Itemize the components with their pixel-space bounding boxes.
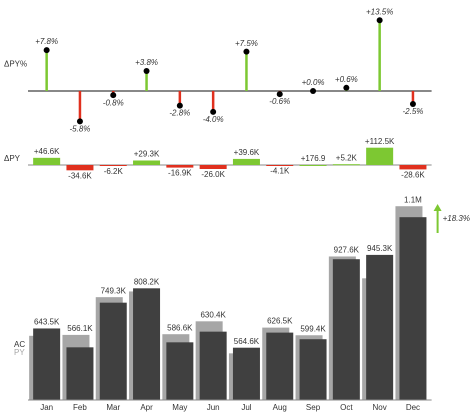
variance-bar <box>299 164 327 166</box>
variance-bar <box>199 165 227 169</box>
value-label: +39.6K <box>234 148 260 157</box>
value-label: 599.4K <box>300 324 326 333</box>
value-label: -28.6K <box>401 171 425 180</box>
ac-bar <box>199 331 227 400</box>
x-tick-label: Dec <box>406 403 420 412</box>
row-label: ΔPY <box>4 154 21 163</box>
ac-bar <box>166 342 194 400</box>
annotation-arrowhead <box>433 204 442 211</box>
value-label: 643.5K <box>34 318 60 327</box>
variance-bar <box>133 160 161 165</box>
variance-bar <box>99 165 127 166</box>
lollipop-dot <box>276 91 283 98</box>
ac-bar <box>399 217 427 400</box>
lollipop-dot <box>76 118 83 125</box>
lollipop-dot <box>376 17 383 24</box>
lollipop-dot <box>110 92 117 99</box>
value-label: 927.6K <box>334 246 360 255</box>
variance-bar <box>366 147 394 165</box>
variance-bar <box>33 157 61 165</box>
x-tick-label: Mar <box>106 403 120 412</box>
value-label: +112.5K <box>365 137 395 146</box>
lollipop-dot <box>210 108 217 115</box>
ac-bar <box>366 254 394 400</box>
x-tick-label: Jan <box>40 403 53 412</box>
ac-bar <box>33 328 61 400</box>
ac-bar <box>299 339 327 400</box>
lollipop-dot <box>176 102 183 109</box>
lollipop-dot <box>409 101 416 108</box>
value-label: -5.8% <box>69 124 90 133</box>
legend-label: PY <box>14 348 25 357</box>
lollipop-dot <box>43 47 50 54</box>
ac-bar <box>66 347 94 400</box>
x-tick-label: May <box>172 403 187 412</box>
value-label: +3.8% <box>135 58 158 67</box>
ac-bar <box>133 288 161 400</box>
value-label: -26.0K <box>201 170 225 179</box>
variance-bar <box>266 165 294 166</box>
value-label: 630.4K <box>200 310 226 319</box>
value-label: +29.3K <box>134 150 160 159</box>
value-label: -4.1K <box>270 167 290 176</box>
ac-bar <box>99 302 127 400</box>
x-tick-label: Nov <box>373 403 387 412</box>
lollipop-dot <box>243 48 250 55</box>
value-label: +176.9 <box>301 154 326 163</box>
ac-bar <box>266 332 294 400</box>
value-label: 808.2K <box>134 277 160 286</box>
value-label: 586.6K <box>167 323 193 332</box>
value-label: 626.5K <box>267 317 293 326</box>
value-label: 566.1K <box>67 324 93 333</box>
value-label: +5.2K <box>336 153 358 162</box>
value-label: -4.0% <box>203 115 224 124</box>
value-label: +7.8% <box>35 37 58 46</box>
value-label: 749.3K <box>101 286 127 295</box>
variance-bar <box>399 165 427 170</box>
value-label: +0.0% <box>302 78 325 87</box>
value-label: 1.1M <box>404 195 422 204</box>
value-label: 564.6K <box>234 337 260 346</box>
x-tick-label: Aug <box>273 403 287 412</box>
x-tick-label: Apr <box>140 403 153 412</box>
value-label: 945.3K <box>367 244 393 253</box>
x-tick-label: Jul <box>241 403 251 412</box>
variance-bar <box>232 158 260 165</box>
value-label: -0.8% <box>103 98 124 107</box>
x-tick-label: Jun <box>207 403 220 412</box>
legend-label: AC <box>14 340 25 349</box>
lollipop-dot <box>343 84 350 91</box>
variance-bar <box>166 165 194 168</box>
value-label: +46.6K <box>34 147 60 156</box>
ac-bar <box>232 347 260 400</box>
x-tick-label: Feb <box>73 403 87 412</box>
value-label: -6.2K <box>104 167 124 176</box>
annotation: +18.3% <box>443 214 470 223</box>
ac-bar <box>332 259 360 400</box>
x-tick-label: Oct <box>340 403 353 412</box>
x-tick-label: Sep <box>306 403 321 412</box>
variance-bar <box>332 164 360 166</box>
value-label: +13.5% <box>366 7 393 16</box>
lollipop-dot <box>143 68 150 75</box>
value-label: -0.6% <box>269 97 290 106</box>
value-label: -2.5% <box>402 107 423 116</box>
row-label: ΔPY% <box>4 59 27 68</box>
value-label: -2.8% <box>169 109 190 118</box>
value-label: -16.9K <box>168 169 192 178</box>
variance-bar <box>66 165 94 171</box>
lollipop-dot <box>310 87 317 94</box>
value-label: -34.6K <box>68 171 92 180</box>
value-label: +7.5% <box>235 39 258 48</box>
value-label: +0.6% <box>335 75 358 84</box>
